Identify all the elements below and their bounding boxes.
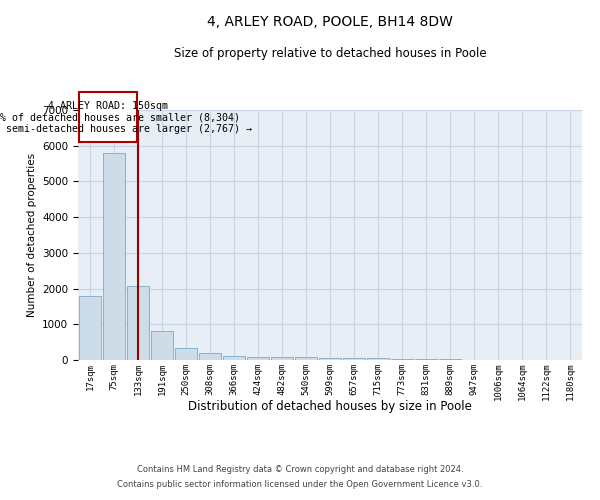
Bar — [319, 358, 341, 360]
Y-axis label: Number of detached properties: Number of detached properties — [26, 153, 37, 317]
Bar — [103, 153, 125, 360]
Bar — [247, 356, 269, 360]
Bar — [151, 330, 173, 360]
Bar — [223, 356, 245, 360]
Text: Contains HM Land Registry data © Crown copyright and database right 2024.: Contains HM Land Registry data © Crown c… — [137, 465, 463, 474]
Bar — [343, 358, 365, 360]
Text: 4, ARLEY ROAD, POOLE, BH14 8DW: 4, ARLEY ROAD, POOLE, BH14 8DW — [207, 15, 453, 29]
Text: 4 ARLEY ROAD: 150sqm
← 75% of detached houses are smaller (8,304)
25% of semi-de: 4 ARLEY ROAD: 150sqm ← 75% of detached h… — [0, 100, 252, 134]
Bar — [295, 358, 317, 360]
Bar — [127, 286, 149, 360]
Text: Contains public sector information licensed under the Open Government Licence v3: Contains public sector information licen… — [118, 480, 482, 489]
Text: Distribution of detached houses by size in Poole: Distribution of detached houses by size … — [188, 400, 472, 413]
Bar — [79, 296, 101, 360]
Bar — [271, 357, 293, 360]
FancyBboxPatch shape — [79, 92, 137, 142]
Bar — [175, 348, 197, 360]
Text: Size of property relative to detached houses in Poole: Size of property relative to detached ho… — [173, 48, 487, 60]
Bar — [367, 358, 389, 360]
Bar — [391, 359, 413, 360]
Bar — [199, 353, 221, 360]
